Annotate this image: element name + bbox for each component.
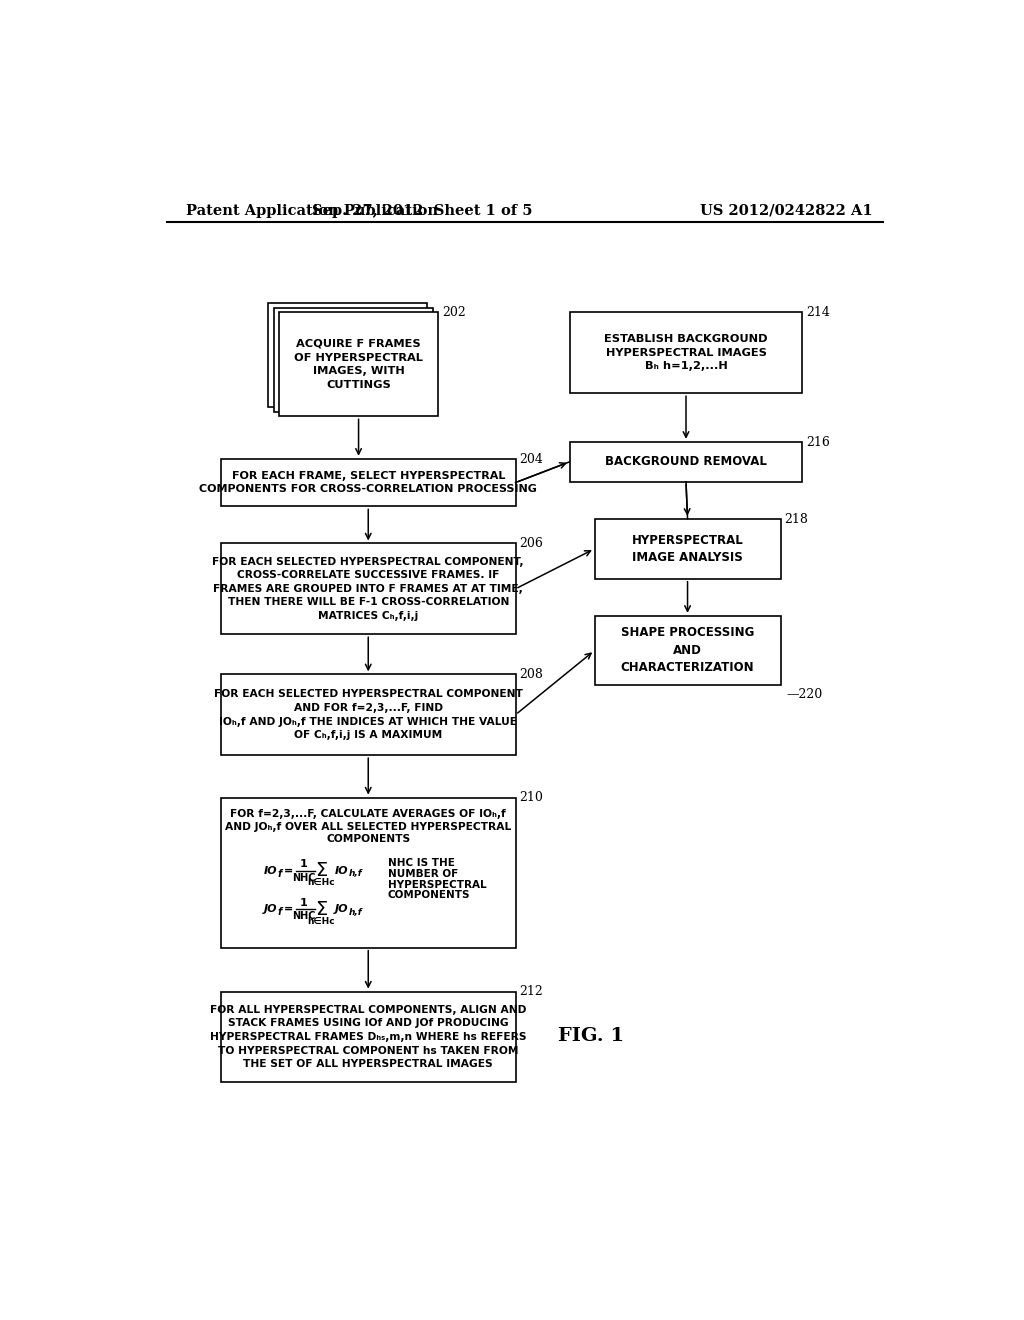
- Text: 212: 212: [519, 985, 543, 998]
- Text: 1: 1: [300, 898, 308, 908]
- Bar: [268, 304, 427, 407]
- Text: FOR EACH SELECTED HYPERSPECTRAL COMPONENT,
CROSS-CORRELATE SUCCESSIVE FRAMES. IF: FOR EACH SELECTED HYPERSPECTRAL COMPONEN…: [213, 557, 524, 620]
- Bar: [273, 308, 432, 412]
- Bar: [221, 991, 515, 1082]
- Text: US 2012/0242822 A1: US 2012/0242822 A1: [700, 203, 873, 218]
- Text: BACKGROUND REMOVAL: BACKGROUND REMOVAL: [605, 455, 767, 469]
- Text: 214: 214: [806, 306, 830, 319]
- Text: Σ: Σ: [314, 900, 327, 919]
- Text: 210: 210: [519, 792, 544, 804]
- Text: NUMBER OF: NUMBER OF: [388, 869, 458, 879]
- Text: —220: —220: [786, 688, 823, 701]
- Text: h,f: h,f: [349, 908, 362, 916]
- Text: IO: IO: [263, 866, 278, 875]
- Text: Sep. 27, 2012  Sheet 1 of 5: Sep. 27, 2012 Sheet 1 of 5: [312, 203, 532, 218]
- Bar: [569, 313, 802, 393]
- Text: FOR ALL HYPERSPECTRAL COMPONENTS, ALIGN AND
STACK FRAMES USING IOf AND JOf PRODU: FOR ALL HYPERSPECTRAL COMPONENTS, ALIGN …: [210, 1005, 526, 1069]
- Text: h∈Hc: h∈Hc: [307, 917, 335, 925]
- Text: JO: JO: [263, 904, 278, 915]
- Text: ACQUIRE F FRAMES
OF HYPERSPECTRAL
IMAGES, WITH
CUTTINGS: ACQUIRE F FRAMES OF HYPERSPECTRAL IMAGES…: [294, 339, 423, 389]
- Text: HYPERSPECTRAL
IMAGE ANALYSIS: HYPERSPECTRAL IMAGE ANALYSIS: [632, 533, 743, 564]
- Bar: [569, 442, 802, 482]
- Text: 218: 218: [784, 512, 808, 525]
- Bar: [595, 615, 780, 685]
- Text: 1: 1: [300, 859, 308, 870]
- Text: NHC: NHC: [292, 873, 315, 883]
- Text: 206: 206: [519, 537, 544, 550]
- Text: f: f: [278, 869, 282, 879]
- Text: FOR EACH FRAME, SELECT HYPERSPECTRAL
COMPONENTS FOR CROSS-CORRELATION PROCESSING: FOR EACH FRAME, SELECT HYPERSPECTRAL COM…: [200, 471, 538, 495]
- Text: ESTABLISH BACKGROUND
HYPERSPECTRAL IMAGES
Bₕ h=1,2,...H: ESTABLISH BACKGROUND HYPERSPECTRAL IMAGE…: [604, 334, 768, 371]
- Text: h∈Hc: h∈Hc: [307, 879, 335, 887]
- Text: 216: 216: [806, 436, 830, 449]
- Text: AND JOₕ,f OVER ALL SELECTED HYPERSPECTRAL: AND JOₕ,f OVER ALL SELECTED HYPERSPECTRA…: [225, 822, 511, 832]
- Text: FOR f=2,3,...F, CALCULATE AVERAGES OF IOₕ,f: FOR f=2,3,...F, CALCULATE AVERAGES OF IO…: [230, 809, 506, 820]
- Text: =: =: [284, 866, 293, 875]
- Text: Σ: Σ: [314, 861, 327, 880]
- Text: =: =: [284, 904, 293, 915]
- Text: SHAPE PROCESSING
AND
CHARACTERIZATION: SHAPE PROCESSING AND CHARACTERIZATION: [621, 627, 755, 675]
- Bar: [595, 519, 780, 578]
- Bar: [221, 797, 515, 948]
- Bar: [221, 675, 515, 755]
- Bar: [221, 459, 515, 507]
- Text: JO: JO: [335, 904, 348, 915]
- Text: HYPERSPECTRAL: HYPERSPECTRAL: [388, 879, 486, 890]
- Text: 202: 202: [442, 306, 466, 319]
- Text: NHC: NHC: [292, 911, 315, 921]
- Text: h,f: h,f: [349, 870, 362, 878]
- Text: 208: 208: [519, 668, 544, 681]
- Text: f: f: [278, 907, 282, 917]
- Bar: [221, 544, 515, 635]
- Bar: [280, 313, 438, 416]
- Text: NHC IS THE: NHC IS THE: [388, 858, 455, 869]
- Text: COMPONENTS: COMPONENTS: [388, 890, 470, 900]
- Text: FIG. 1: FIG. 1: [558, 1027, 625, 1045]
- Text: IO: IO: [335, 866, 348, 875]
- Text: FOR EACH SELECTED HYPERSPECTRAL COMPONENT
AND FOR f=2,3,...F, FIND
IOₕ,f AND JOₕ: FOR EACH SELECTED HYPERSPECTRAL COMPONEN…: [214, 689, 522, 741]
- Text: Patent Application Publication: Patent Application Publication: [186, 203, 438, 218]
- Text: 204: 204: [519, 453, 544, 466]
- Text: COMPONENTS: COMPONENTS: [327, 834, 411, 843]
